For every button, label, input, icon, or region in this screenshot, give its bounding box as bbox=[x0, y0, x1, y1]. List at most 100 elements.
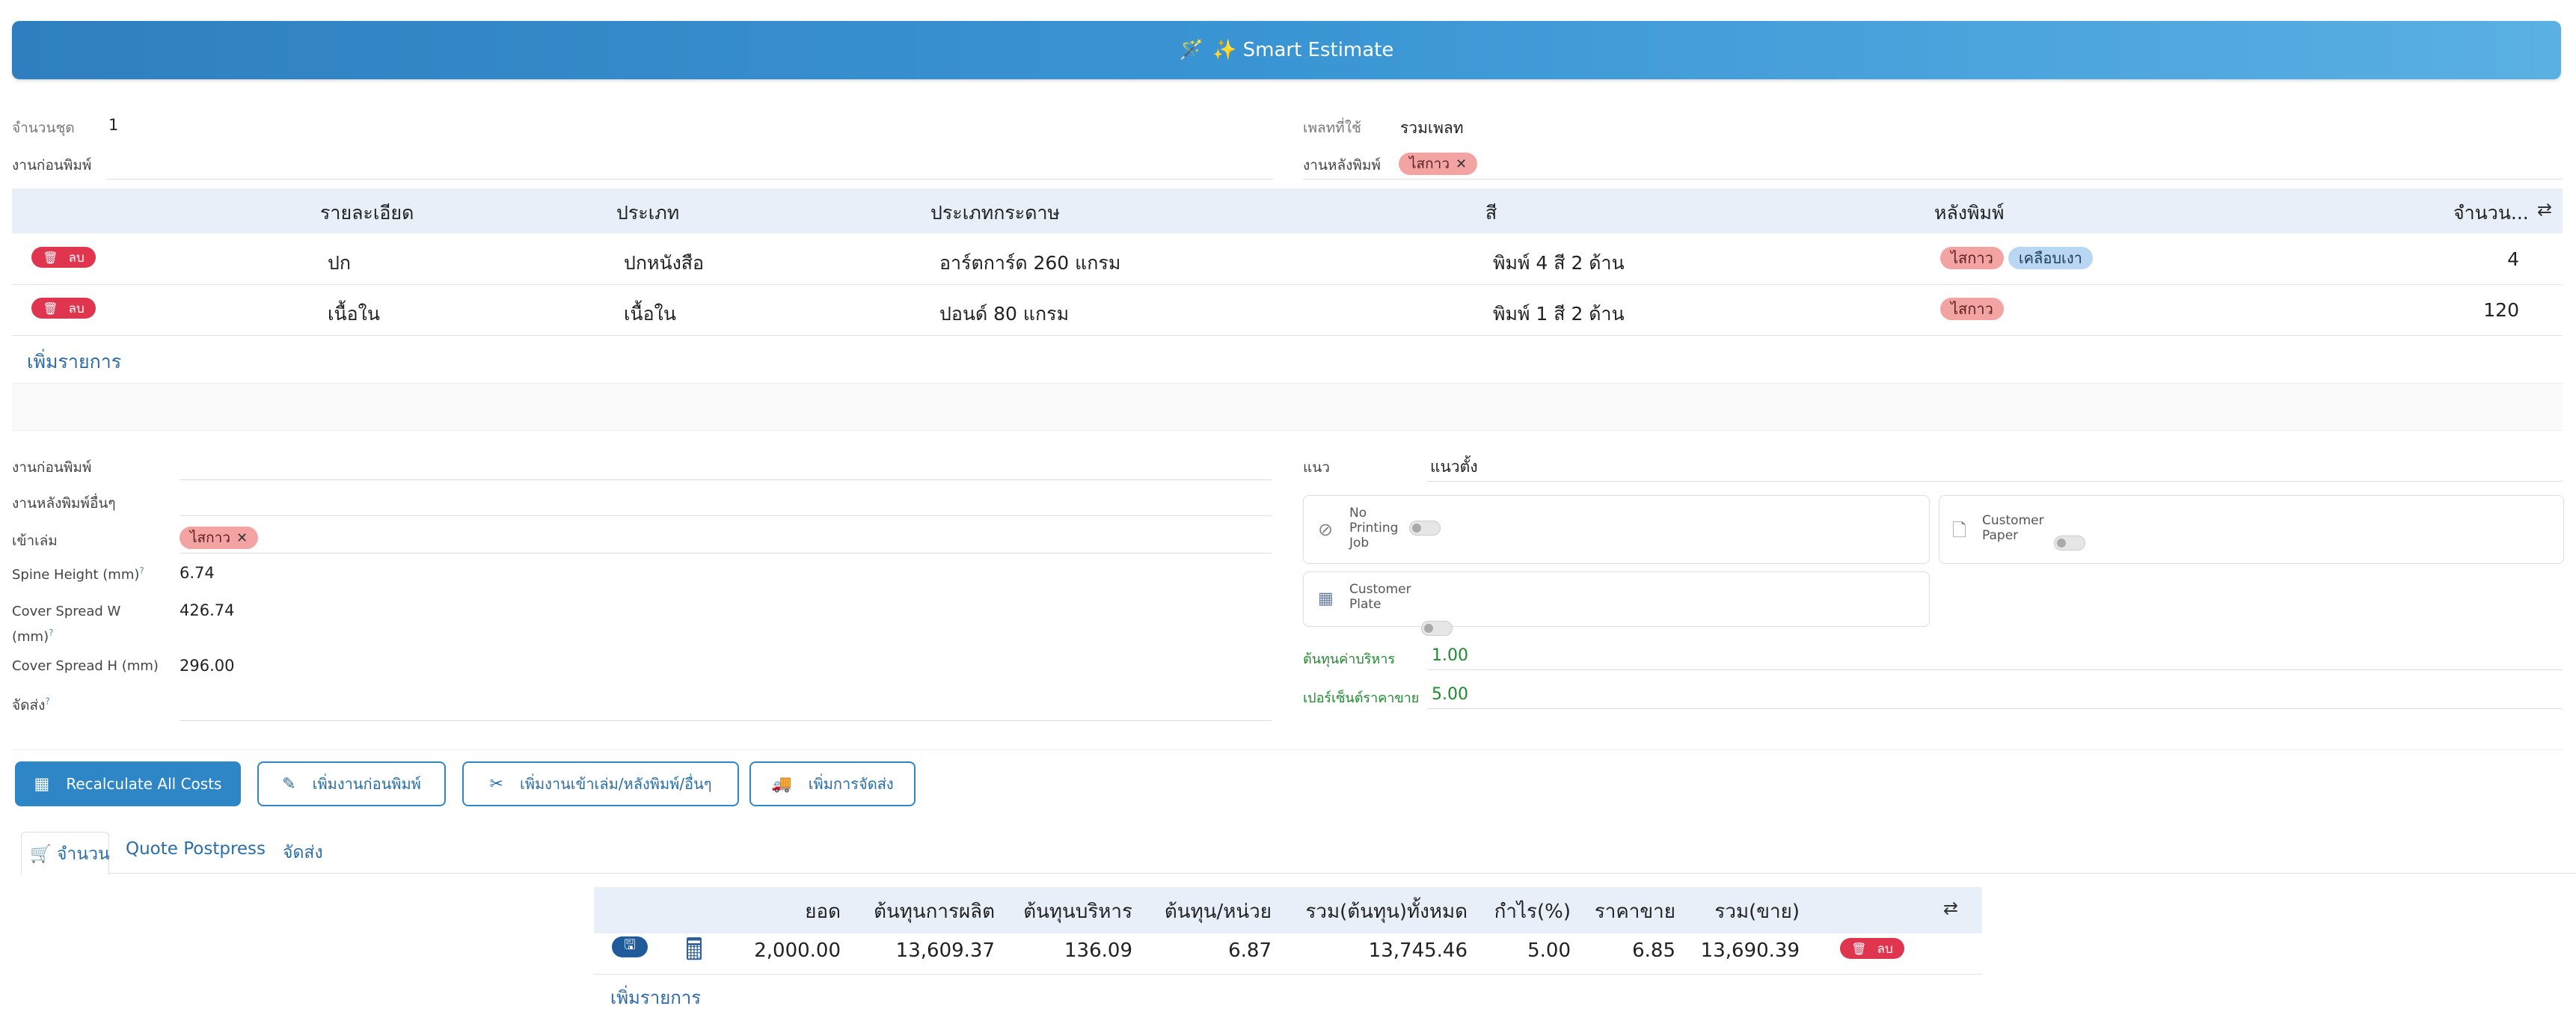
col-color[interactable]: สี bbox=[1485, 202, 1497, 224]
tab-delivery[interactable]: จัดส่ง bbox=[283, 843, 323, 862]
qcell-production: 13,609.37 bbox=[895, 939, 995, 962]
orientation-value[interactable]: แนวตั้ง bbox=[1430, 458, 1478, 476]
cover-w-value[interactable]: 426.74 bbox=[180, 601, 235, 619]
admin-cost-underline bbox=[1427, 669, 2563, 670]
markup-underline bbox=[1427, 708, 2563, 709]
cell-paper: อาร์ตการ์ด 260 แกรม bbox=[939, 252, 1121, 274]
col-detail[interactable]: รายละเอียด bbox=[320, 202, 414, 224]
recalculate-label: Recalculate All Costs bbox=[66, 775, 222, 793]
plate-label: เพลทที่ใช้ bbox=[1303, 120, 1361, 136]
document-icon: 🗋 bbox=[1952, 520, 1967, 541]
spine-label: Spine Height (mm)? bbox=[12, 565, 144, 583]
sets-value[interactable]: 1 bbox=[108, 116, 119, 134]
binding-label: เข้าเล่ม bbox=[12, 533, 58, 549]
trash-icon: 🗑 bbox=[43, 250, 58, 265]
binding-underline bbox=[180, 552, 1272, 553]
cover-w-label: Cover Spread W (mm)? bbox=[12, 604, 121, 645]
prepress-label: งานก่อนพิมพ์ bbox=[12, 157, 92, 174]
customer-paper-label: Customer Paper bbox=[1982, 513, 2044, 543]
col-paper[interactable]: ประเภทกระดาษ bbox=[930, 202, 1060, 224]
ban-icon: ⊘ bbox=[1318, 519, 1334, 540]
recalculate-button[interactable]: ▦ Recalculate All Costs bbox=[15, 761, 241, 806]
binding-select[interactable]: ไสกาว ✕ bbox=[180, 527, 259, 549]
binding-tag-label: ไสกาว bbox=[190, 530, 230, 546]
qcol-profit[interactable]: กำไร(%) bbox=[1494, 901, 1571, 923]
tab-quantity[interactable] bbox=[21, 832, 109, 874]
delivery-label: จัดส่ง? bbox=[12, 696, 50, 714]
qcell-price: 6.85 bbox=[1632, 939, 1675, 962]
remove-tag-icon[interactable]: ✕ bbox=[236, 530, 248, 546]
smart-estimate-button[interactable]: 🪄 ✨ Smart Estimate bbox=[12, 21, 2561, 79]
qcol-price[interactable]: ราคาขาย bbox=[1594, 901, 1675, 923]
customer-paper-toggle[interactable] bbox=[2054, 536, 2085, 551]
qcol-admin[interactable]: ต้นทุนบริหาร bbox=[1023, 901, 1132, 923]
postpress-underline bbox=[1303, 178, 2563, 180]
cell-color: พิมพ์ 4 สี 2 ด้าน bbox=[1493, 252, 1625, 274]
prepress-input[interactable] bbox=[106, 178, 1273, 180]
add-binding-label: เพิ่มงานเข้าเล่ม/หลังพิมพ์/อื่นๆ bbox=[519, 775, 712, 793]
add-binding-button[interactable]: ✂ เพิ่มงานเข้าเล่ม/หลังพิมพ์/อื่นๆ bbox=[462, 761, 739, 806]
markup-value[interactable]: 5.00 bbox=[1432, 685, 1468, 704]
other-post-input[interactable] bbox=[180, 515, 1272, 516]
qcell-profit: 5.00 bbox=[1527, 939, 1571, 962]
orientation-underline bbox=[1427, 480, 2563, 482]
admin-cost-value[interactable]: 1.00 bbox=[1432, 646, 1468, 665]
qcol-total-cost[interactable]: รวม(ต้นทุน)ทั้งหมด bbox=[1305, 901, 1468, 923]
qcol-total-sale[interactable]: รวม(ขาย) bbox=[1714, 901, 1800, 923]
add-prepress-label: เพิ่มงานก่อนพิมพ์ bbox=[312, 775, 421, 793]
qcell-qty: 2,000.00 bbox=[754, 939, 841, 962]
postpress-tag: ไสกาว bbox=[1940, 247, 2004, 269]
grid-icon: ▦ bbox=[1318, 589, 1334, 608]
col-quantity[interactable]: จำนวน... bbox=[2453, 202, 2529, 224]
qcol-qty[interactable]: ยอด bbox=[805, 901, 841, 923]
magic-wand-icon: 🪄 bbox=[1179, 39, 1203, 61]
qcol-unit[interactable]: ต้นทุน/หน่วย bbox=[1164, 901, 1272, 923]
truck-icon: 🚚 bbox=[771, 774, 792, 794]
col-postpress[interactable]: หลังพิมพ์ bbox=[1934, 202, 2005, 224]
detail-prepress-input[interactable] bbox=[180, 479, 1272, 480]
save-icon[interactable]: 🖫 bbox=[612, 936, 648, 957]
delete-row-button[interactable]: 🗑 ลบ bbox=[31, 247, 96, 268]
cell-quantity: 4 bbox=[2507, 248, 2519, 270]
cover-h-label: Cover Spread H (mm) bbox=[12, 658, 159, 674]
cover-h-value[interactable]: 296.00 bbox=[180, 657, 235, 675]
plate-value[interactable]: รวมเพลท bbox=[1400, 119, 1464, 137]
postpress-select[interactable]: ไสกาว ✕ bbox=[1399, 153, 1478, 175]
customer-plate-label: Customer Plate bbox=[1349, 582, 1411, 612]
table-row bbox=[12, 233, 2563, 285]
delete-row-button[interactable]: 🗑 ลบ bbox=[31, 298, 96, 319]
add-item-link[interactable]: เพิ่มรายการ bbox=[27, 351, 122, 372]
col-type[interactable]: ประเภท bbox=[616, 202, 680, 224]
calculator-icon[interactable]: 🖩 bbox=[685, 933, 703, 967]
delete-label: ลบ bbox=[68, 301, 85, 316]
add-prepress-button[interactable]: ✎ เพิ่มงานก่อนพิมพ์ bbox=[257, 761, 446, 806]
tab-quote-postpress[interactable]: Quote Postpress bbox=[126, 839, 266, 859]
no-printing-toggle[interactable] bbox=[1409, 521, 1441, 536]
cart-icon: 🛒 bbox=[30, 844, 52, 864]
cell-type: ปกหนังสือ bbox=[624, 252, 705, 274]
add-delivery-label: เพิ่มการจัดส่ง bbox=[808, 775, 894, 793]
customer-plate-toggle[interactable] bbox=[1421, 621, 1453, 636]
column-settings-icon[interactable]: ⇄ bbox=[1943, 898, 1959, 919]
postpress-tag: เคลือบเงา bbox=[2008, 247, 2093, 269]
sets-label: จำนวนชุด bbox=[12, 120, 75, 136]
qcell-total-sale: 13,690.39 bbox=[1700, 939, 1800, 962]
add-quote-link[interactable]: เพิ่มรายการ bbox=[610, 987, 702, 1008]
cell-color: พิมพ์ 1 สี 2 ด้าน bbox=[1493, 303, 1625, 325]
quote-table-header bbox=[594, 887, 1982, 933]
add-delivery-button[interactable]: 🚚 เพิ่มการจัดส่ง bbox=[749, 761, 916, 806]
no-printing-label: No Printing Job bbox=[1349, 506, 1399, 551]
qcol-production[interactable]: ต้นทุนการผลิต bbox=[874, 901, 995, 923]
remove-tag-icon[interactable]: ✕ bbox=[1456, 156, 1468, 172]
delete-quote-button[interactable]: 🗑 ลบ bbox=[1840, 938, 1904, 959]
qcell-total-cost: 13,745.46 bbox=[1368, 939, 1468, 962]
delivery-input[interactable] bbox=[180, 720, 1272, 721]
column-settings-icon[interactable]: ⇄ bbox=[2537, 199, 2553, 220]
orientation-label: แนว bbox=[1303, 459, 1330, 476]
qcell-unit: 6.87 bbox=[1228, 939, 1272, 962]
detail-prepress-label: งานก่อนพิมพ์ bbox=[12, 459, 92, 476]
spine-value[interactable]: 6.74 bbox=[180, 564, 215, 582]
tab-divider bbox=[108, 873, 2576, 874]
cell-detail: เนื้อใน bbox=[328, 303, 380, 325]
table-row bbox=[12, 284, 2563, 336]
